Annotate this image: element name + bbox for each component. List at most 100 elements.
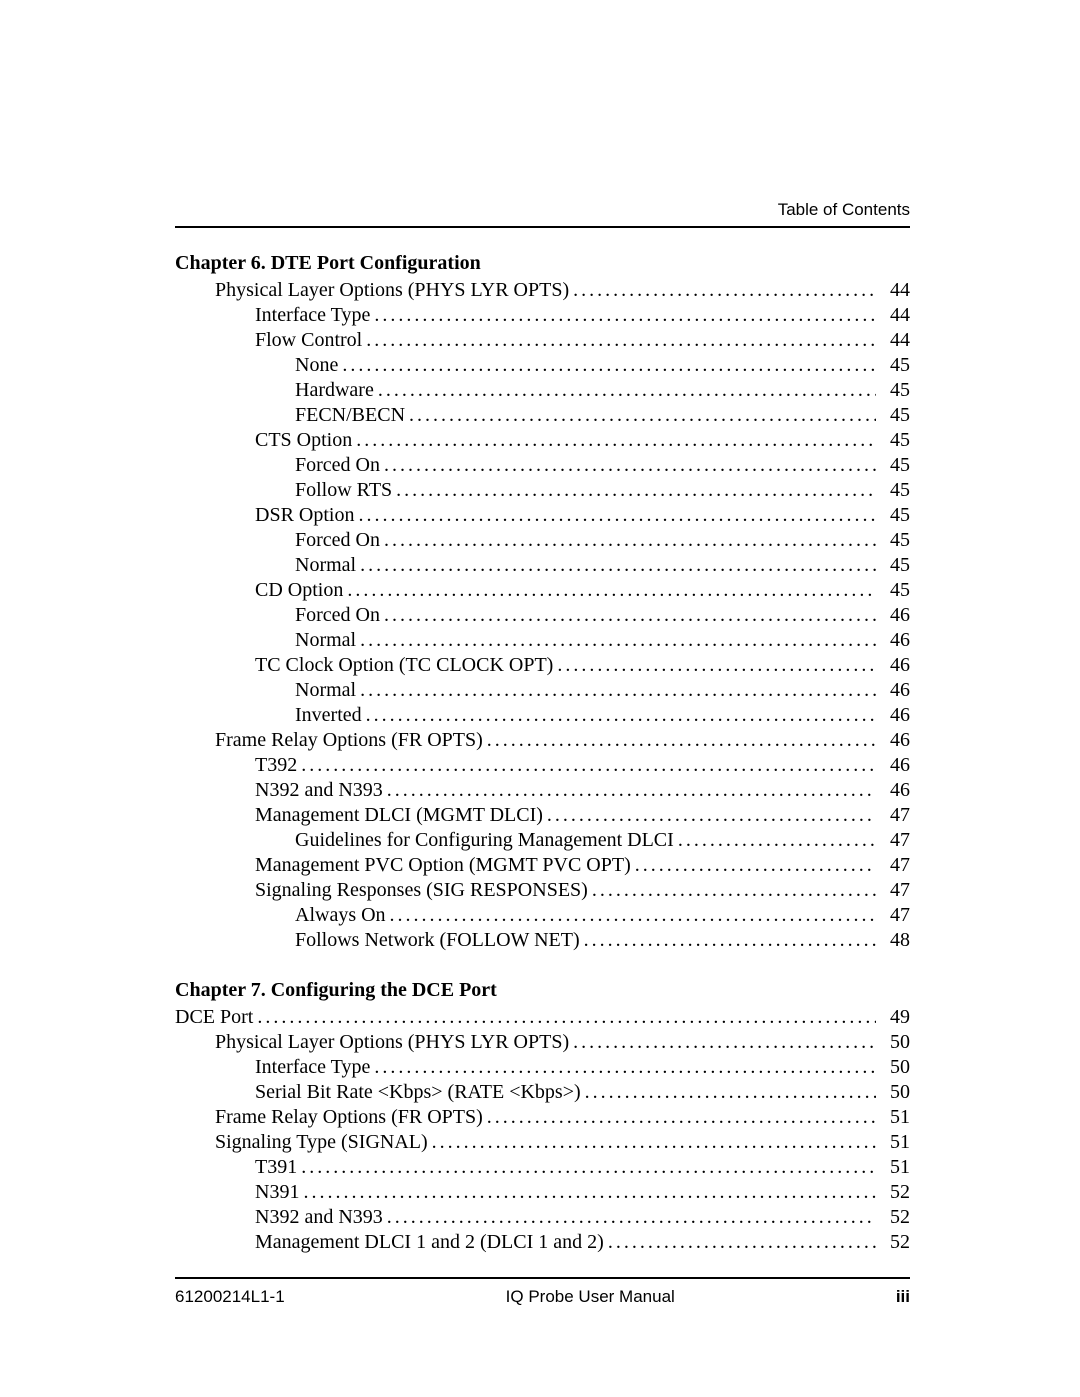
- toc-page: 46: [880, 728, 910, 753]
- toc-row: Physical Layer Options (PHYS LYR OPTS)..…: [175, 1030, 910, 1055]
- toc-row: Frame Relay Options (FR OPTS)...........…: [175, 1105, 910, 1130]
- toc-row: Always On...............................…: [175, 903, 910, 928]
- toc-label: None: [295, 353, 338, 378]
- toc-leader: ........................................…: [387, 1205, 876, 1230]
- toc-row: Guidelines for Configuring Management DL…: [175, 828, 910, 853]
- toc-label: DSR Option: [255, 503, 354, 528]
- toc-page: 50: [880, 1030, 910, 1055]
- toc-label: Hardware: [295, 378, 374, 403]
- toc-page: 45: [880, 528, 910, 553]
- toc-row: Forced On...............................…: [175, 603, 910, 628]
- toc-label: TC Clock Option (TC CLOCK OPT): [255, 653, 553, 678]
- toc-page: 51: [880, 1130, 910, 1155]
- toc-page: 46: [880, 703, 910, 728]
- toc-row: T391....................................…: [175, 1155, 910, 1180]
- toc-page: 45: [880, 378, 910, 403]
- toc-row: N391....................................…: [175, 1180, 910, 1205]
- toc-leader: ........................................…: [592, 878, 876, 903]
- rule-bottom: [175, 1277, 910, 1279]
- toc-label: FECN/BECN: [295, 403, 405, 428]
- toc-leader: ........................................…: [387, 778, 876, 803]
- toc-page: 45: [880, 428, 910, 453]
- toc-leader: ........................................…: [384, 453, 876, 478]
- toc-row: Flow Control............................…: [175, 328, 910, 353]
- toc-label: N392 and N393: [255, 778, 383, 803]
- toc-page: 50: [880, 1080, 910, 1105]
- toc-label: CTS Option: [255, 428, 352, 453]
- toc-page: 47: [880, 853, 910, 878]
- toc-leader: ........................................…: [584, 928, 876, 953]
- toc-label: Interface Type: [255, 303, 370, 328]
- toc-page: 46: [880, 678, 910, 703]
- toc-label: Physical Layer Options (PHYS LYR OPTS): [215, 278, 569, 303]
- toc-label: Physical Layer Options (PHYS LYR OPTS): [215, 1030, 569, 1055]
- toc-page: 45: [880, 578, 910, 603]
- toc-leader: ........................................…: [358, 503, 876, 528]
- toc-row: Normal..................................…: [175, 678, 910, 703]
- toc-leader: ........................................…: [547, 803, 876, 828]
- toc-row: N392 and N393...........................…: [175, 778, 910, 803]
- toc-row: DSR Option..............................…: [175, 503, 910, 528]
- toc-label: Forced On: [295, 453, 380, 478]
- toc-row: Inverted................................…: [175, 703, 910, 728]
- toc-row: Normal..................................…: [175, 628, 910, 653]
- toc-row: Interface Type..........................…: [175, 1055, 910, 1080]
- toc-page: 46: [880, 753, 910, 778]
- toc-label: Serial Bit Rate <Kbps> (RATE <Kbps>): [255, 1080, 581, 1105]
- toc-page: 51: [880, 1155, 910, 1180]
- toc-leader: ........................................…: [432, 1130, 876, 1155]
- toc-row: CTS Option..............................…: [175, 428, 910, 453]
- toc-label: Management DLCI (MGMT DLCI): [255, 803, 543, 828]
- toc-row: TC Clock Option (TC CLOCK OPT)..........…: [175, 653, 910, 678]
- toc-page: 46: [880, 653, 910, 678]
- toc-row: Management DLCI (MGMT DLCI).............…: [175, 803, 910, 828]
- toc-label: Signaling Responses (SIG RESPONSES): [255, 878, 588, 903]
- toc-row: Management DLCI 1 and 2 (DLCI 1 and 2)..…: [175, 1230, 910, 1255]
- toc-row: Normal..................................…: [175, 553, 910, 578]
- toc-leader: ........................................…: [347, 578, 876, 603]
- toc-content: Chapter 6. DTE Port ConfigurationPhysica…: [175, 252, 910, 1255]
- toc-page: 48: [880, 928, 910, 953]
- toc-page: 45: [880, 403, 910, 428]
- toc-label: N391: [255, 1180, 299, 1205]
- toc-page: 52: [880, 1180, 910, 1205]
- toc-leader: ........................................…: [257, 1005, 876, 1030]
- toc-page: 46: [880, 603, 910, 628]
- toc-row: DCE Port................................…: [175, 1005, 910, 1030]
- toc-row: Signaling Responses (SIG RESPONSES).....…: [175, 878, 910, 903]
- toc-page: 47: [880, 878, 910, 903]
- toc-label: Follow RTS: [295, 478, 392, 503]
- toc-row: Signaling Type (SIGNAL).................…: [175, 1130, 910, 1155]
- toc-row: Physical Layer Options (PHYS LYR OPTS)..…: [175, 278, 910, 303]
- toc-label: Management PVC Option (MGMT PVC OPT): [255, 853, 631, 878]
- toc-leader: ........................................…: [384, 528, 876, 553]
- toc-leader: ........................................…: [409, 403, 876, 428]
- toc-page: 47: [880, 803, 910, 828]
- toc-page: 52: [880, 1230, 910, 1255]
- toc-label: N392 and N393: [255, 1205, 383, 1230]
- toc-label: Guidelines for Configuring Management DL…: [295, 828, 674, 853]
- toc-label: Follows Network (FOLLOW NET): [295, 928, 580, 953]
- toc-page: 45: [880, 553, 910, 578]
- toc-label: Normal: [295, 678, 356, 703]
- toc-label: Frame Relay Options (FR OPTS): [215, 1105, 483, 1130]
- toc-label: Frame Relay Options (FR OPTS): [215, 728, 483, 753]
- toc-label: Forced On: [295, 528, 380, 553]
- toc-label: Always On: [295, 903, 386, 928]
- toc-label: Normal: [295, 553, 356, 578]
- footer-right: iii: [896, 1287, 910, 1307]
- toc-row: T392....................................…: [175, 753, 910, 778]
- toc-leader: ........................................…: [573, 278, 876, 303]
- toc-page: 47: [880, 828, 910, 853]
- running-head: Table of Contents: [778, 200, 910, 220]
- toc-page: 49: [880, 1005, 910, 1030]
- toc-page: 44: [880, 328, 910, 353]
- toc-page: 51: [880, 1105, 910, 1130]
- toc-leader: ........................................…: [585, 1080, 876, 1105]
- toc-label: T391: [255, 1155, 297, 1180]
- footer-center: IQ Probe User Manual: [285, 1287, 896, 1307]
- toc-label: Interface Type: [255, 1055, 370, 1080]
- toc-leader: ........................................…: [301, 1155, 876, 1180]
- toc-row: FECN/BECN...............................…: [175, 403, 910, 428]
- toc-page: 45: [880, 503, 910, 528]
